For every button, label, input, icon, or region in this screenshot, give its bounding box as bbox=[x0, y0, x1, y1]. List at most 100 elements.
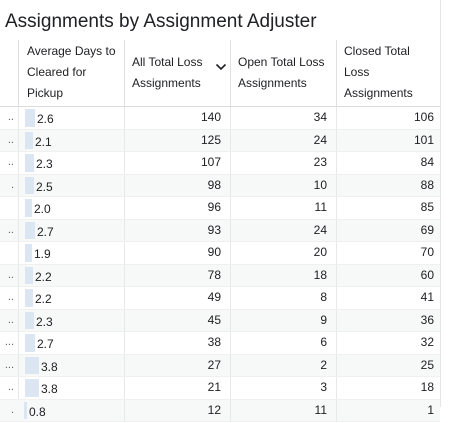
header-line: Assignments bbox=[132, 73, 230, 94]
average-days-bar bbox=[24, 402, 27, 420]
column-header-average-days[interactable]: Average Days to Cleared for Pickup bbox=[18, 40, 124, 106]
closed-total-loss-cell: 36 bbox=[336, 310, 440, 332]
header-line: Cleared for bbox=[27, 62, 124, 83]
closed-total-loss-cell: 101 bbox=[336, 130, 440, 152]
assignments-table: Average Days to Cleared for Pickup All T… bbox=[0, 40, 440, 422]
average-days-cell: 2.6 bbox=[18, 107, 124, 129]
closed-total-loss-cell: 85 bbox=[336, 197, 440, 219]
all-total-loss-cell: 98 bbox=[124, 175, 230, 197]
all-total-loss-cell: 38 bbox=[124, 332, 230, 354]
average-days-value: 2.2 bbox=[35, 267, 52, 289]
truncated-adjuster-name: ... bbox=[0, 355, 18, 377]
average-days-value: 2.3 bbox=[36, 312, 53, 334]
header-line: Open Total Loss bbox=[238, 52, 336, 73]
average-days-bar bbox=[25, 177, 34, 195]
average-days-cell: 3.8 bbox=[18, 377, 124, 399]
average-days-bar bbox=[25, 357, 39, 375]
average-days-bar bbox=[25, 267, 33, 285]
open-total-loss-cell: 3 bbox=[230, 377, 336, 399]
average-days-cell: 3.8 bbox=[18, 355, 124, 377]
average-days-value: 0.8 bbox=[29, 402, 46, 423]
average-days-value: 2.3 bbox=[36, 154, 53, 176]
average-days-value: 1.9 bbox=[34, 244, 51, 266]
open-total-loss-cell: 2 bbox=[230, 355, 336, 377]
table-header: Average Days to Cleared for Pickup All T… bbox=[0, 40, 440, 107]
column-header-open-total-loss[interactable]: Open Total Loss Assignments bbox=[230, 40, 336, 106]
closed-total-loss-cell: 18 bbox=[336, 377, 440, 399]
average-days-cell: 2.3 bbox=[18, 152, 124, 174]
average-days-cell: 2.7 bbox=[18, 332, 124, 354]
average-days-value: 2.7 bbox=[37, 222, 54, 244]
column-header-all-total-loss[interactable]: All Total Loss Assignments bbox=[124, 40, 230, 106]
all-total-loss-cell: 49 bbox=[124, 287, 230, 309]
header-line: Closed Total bbox=[344, 41, 440, 62]
truncated-adjuster-name: .. bbox=[0, 107, 18, 129]
average-days-cell: 2.0 bbox=[18, 197, 124, 219]
chevron-down-icon[interactable] bbox=[215, 62, 227, 72]
average-days-cell: 2.2 bbox=[18, 287, 124, 309]
column-header-closed-total-loss[interactable]: Closed Total Loss Assignments bbox=[336, 40, 440, 106]
average-days-bar bbox=[25, 379, 39, 397]
header-line: Pickup bbox=[27, 83, 124, 104]
card-right-edge bbox=[440, 0, 441, 407]
all-total-loss-cell: 12 bbox=[124, 400, 230, 422]
all-total-loss-cell: 125 bbox=[124, 130, 230, 152]
truncated-adjuster-name: . bbox=[0, 175, 18, 197]
open-total-loss-cell: 34 bbox=[230, 107, 336, 129]
truncated-adjuster-name bbox=[0, 242, 18, 264]
truncated-adjuster-name: .. bbox=[0, 220, 18, 242]
all-total-loss-cell: 93 bbox=[124, 220, 230, 242]
all-total-loss-cell: 45 bbox=[124, 310, 230, 332]
average-days-cell: 2.2 bbox=[18, 265, 124, 287]
closed-total-loss-cell: 32 bbox=[336, 332, 440, 354]
average-days-value: 2.7 bbox=[37, 334, 54, 356]
truncated-adjuster-name: . bbox=[0, 400, 18, 422]
truncated-adjuster-name: .. bbox=[0, 377, 18, 399]
average-days-cell: 2.3 bbox=[18, 310, 124, 332]
all-total-loss-cell: 107 bbox=[124, 152, 230, 174]
closed-total-loss-cell: 84 bbox=[336, 152, 440, 174]
all-total-loss-cell: 78 bbox=[124, 265, 230, 287]
average-days-cell: 1.9 bbox=[18, 242, 124, 264]
truncated-adjuster-name bbox=[0, 197, 18, 219]
average-days-value: 2.2 bbox=[35, 289, 52, 311]
all-total-loss-cell: 140 bbox=[124, 107, 230, 129]
average-days-bar bbox=[25, 312, 34, 330]
truncated-adjuster-name: .. bbox=[0, 152, 18, 174]
open-total-loss-cell: 23 bbox=[230, 152, 336, 174]
average-days-bar bbox=[25, 222, 35, 240]
chart-title: Assignments by Assignment Adjuster bbox=[5, 10, 317, 34]
average-days-bar bbox=[25, 289, 33, 307]
average-days-cell: 0.8 bbox=[18, 400, 124, 422]
average-days-bar bbox=[25, 334, 35, 352]
closed-total-loss-cell: 25 bbox=[336, 355, 440, 377]
closed-total-loss-cell: 70 bbox=[336, 242, 440, 264]
average-days-value: 2.0 bbox=[34, 199, 51, 221]
truncated-adjuster-name: .. bbox=[0, 287, 18, 309]
open-total-loss-cell: 8 bbox=[230, 287, 336, 309]
all-total-loss-cell: 96 bbox=[124, 197, 230, 219]
average-days-value: 2.5 bbox=[36, 177, 53, 199]
average-days-cell: 2.7 bbox=[18, 220, 124, 242]
all-total-loss-cell: 90 bbox=[124, 242, 230, 264]
header-line: Assignments bbox=[238, 73, 336, 94]
closed-total-loss-cell: 60 bbox=[336, 265, 440, 287]
average-days-cell: 2.5 bbox=[18, 175, 124, 197]
average-days-value: 2.6 bbox=[37, 109, 54, 131]
closed-total-loss-cell: 1 bbox=[336, 400, 440, 422]
